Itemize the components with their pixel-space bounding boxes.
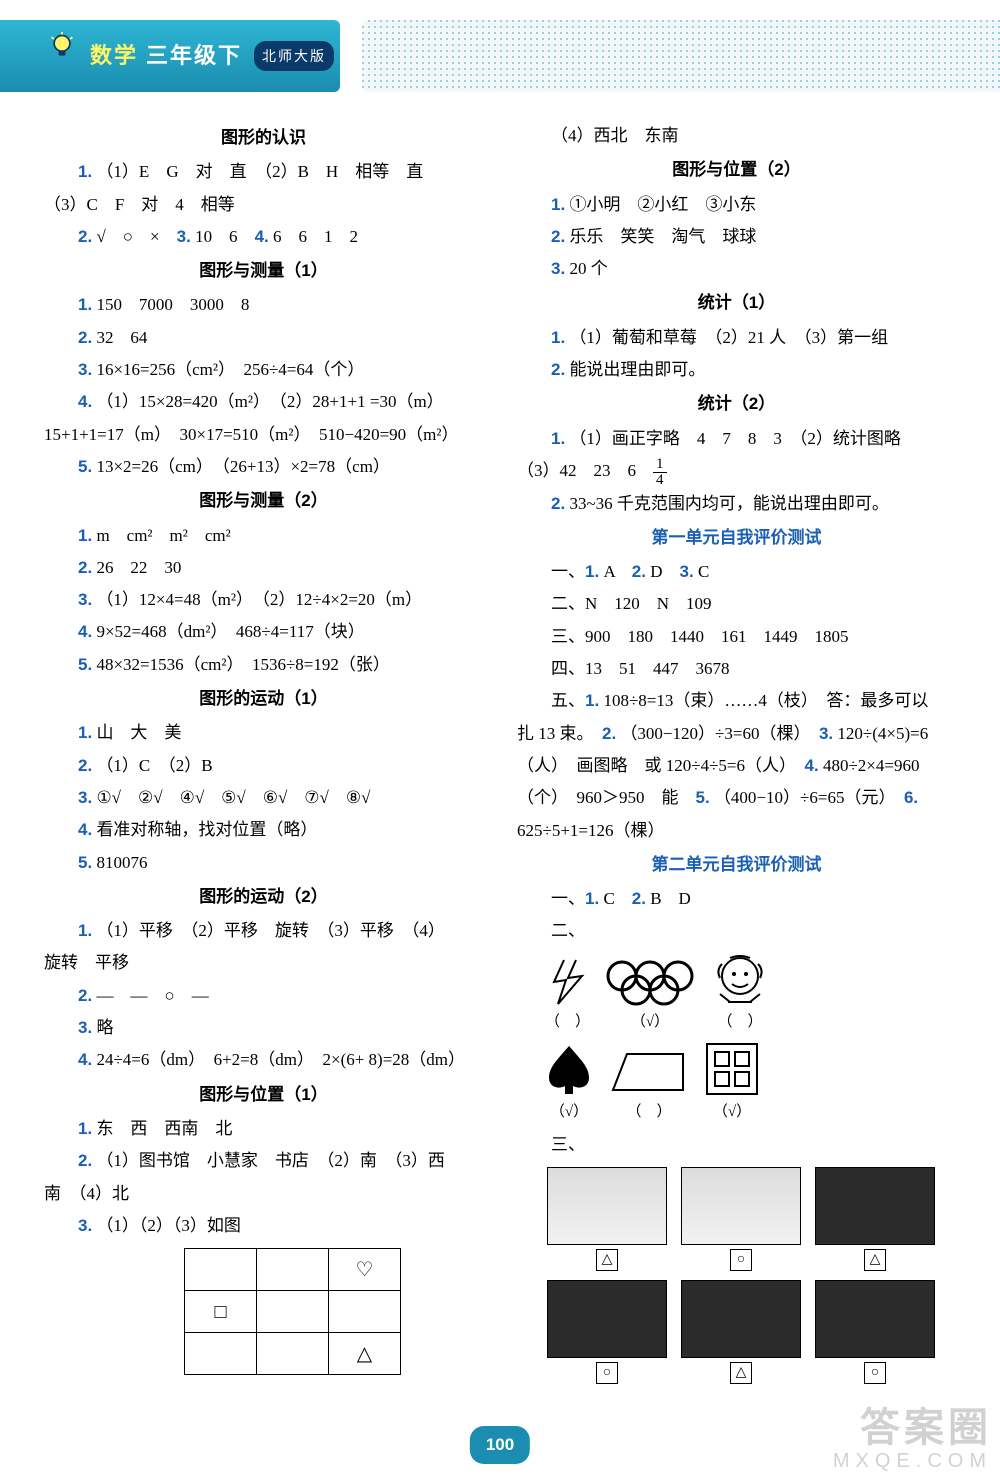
answer-line: 1. 山 大 美 [44, 717, 483, 749]
answer-line: 5. 48×32=1536（cm²） 1536÷8=192（张） [44, 649, 483, 681]
lightbulb-icon [48, 32, 76, 60]
answer-line: 4. 9×52=468（dm²） 468÷4=117（块） [44, 616, 483, 648]
section-title: 图形与测量（2） [44, 485, 483, 517]
window-thumb: △ [547, 1167, 667, 1274]
trapezoid-icon: （ ） [607, 1048, 691, 1127]
lion-icon: （ ） [710, 954, 770, 1037]
answer-line: 五、1. [990, 152, 1000, 184]
answer-line: 2. （1）图书馆 小慧家 书店 （2）南 （3）西 [44, 1145, 483, 1177]
thumbnail-row: ○ △ ○ [547, 1280, 956, 1387]
pattern-square-icon: （√） [705, 1042, 759, 1127]
section-title: 图形的运动（2） [44, 881, 483, 913]
answer-line: （个） 960＞950 能 5. （400−10）÷6=65（元） 6. [517, 782, 956, 814]
answer-line: 三、 [517, 1129, 956, 1161]
header-dot-pattern [362, 20, 1000, 92]
answer-line: 2. （1）C （2）B [44, 750, 483, 782]
answer-line: （3）C F 对 4 相等 [44, 189, 483, 221]
answer-line: 1. 150 7000 3000 8 [44, 289, 483, 321]
answer-line: 2. √ ○ × 3. 10 6 4. 6 6 1 2 [44, 221, 483, 253]
answer-line: 2. 能说出理由即可。 [517, 354, 956, 386]
page-body: 图形的认识 1. （1）E G 对 直 （2）B H 相等 直 （3）C F 对… [0, 120, 1000, 1450]
section-title: 图形与测量（1） [44, 255, 483, 287]
header-banner: 数学 三年级下 北师大版 [0, 20, 340, 92]
answer-line: 三、900 180 1440 161 1449 1805 [517, 621, 956, 653]
answer-line: 1. （1）E G 对 直 （2）B H 相等 直 [44, 156, 483, 188]
page-number: 100 [470, 1426, 530, 1464]
answer-line: 4. 看准对称轴，找对位置（略） [44, 814, 483, 846]
edition-badge: 北师大版 [254, 41, 334, 72]
symmetry-icons-row: （√） （ ） （√） [545, 1042, 956, 1127]
answer-line: 二、 [517, 915, 956, 947]
answer-line: 一、1. A 2. D 3. C [517, 556, 956, 588]
section-title: 统计（2） [517, 388, 956, 420]
answer-line: 3. 略 [44, 1012, 483, 1044]
thumbnail-row: △ ○ △ [547, 1167, 956, 1274]
answer-line: 1. （1）画正字略 4 7 8 3 （2）统计图略 [517, 423, 956, 455]
answer-line: 3. ①√ ②√ ④√ ⑤√ ⑥√ ⑦√ ⑧√ [44, 782, 483, 814]
answer-line: 1. （1）平移 （2）平移 旋转 （3）平移 （4） [44, 915, 483, 947]
unit-test-title: 第二单元自我评价测试 [517, 849, 956, 881]
position-grid: ♡ □ △ [44, 1248, 483, 1375]
answer-line: 旋转 平移 [44, 947, 483, 979]
answer-line: 2. 乐乐 笑笑 淘气 球球 [517, 221, 956, 253]
section-title: 图形与位置（1） [44, 1079, 483, 1111]
answer-line: 3. （1）12×4=48（m²） （2）12÷4×2=20（m） [44, 584, 483, 616]
answer-line: 5. 13×2=26（cm） （26+13）×2=78（cm） [44, 451, 483, 483]
section-title: 统计（1） [517, 287, 956, 319]
watermark: 答案圈 MXQE.COM [833, 1406, 992, 1472]
answer-line: 2. — — ○ — [44, 980, 483, 1012]
answer-line: 南 （4）北 [44, 1178, 483, 1210]
answer-line: （人） 画图略 或 120÷4÷5=6（人） 4. 480÷2×4=960 [517, 750, 956, 782]
answer-line: 1. （1）葡萄和草莓 （2）21 人 （3）第一组 [517, 322, 956, 354]
dark-thumb-2: △ [681, 1280, 801, 1387]
section-title: 图形的认识 [44, 122, 483, 154]
answer-line: 二、N 120 N 109 [517, 588, 956, 620]
answer-line: 3. 20 个 [517, 253, 956, 285]
spade-icon: （√） [545, 1044, 593, 1127]
people-thumb: ○ [681, 1167, 801, 1274]
lightning-icon: （ ） [545, 958, 590, 1037]
answer-line: 15+1+1=17（m） 30×17=510（m²） 510−420=90（m²… [44, 419, 483, 451]
answer-line: （3）42 23 6 14 [517, 455, 956, 488]
section-title: 图形的运动（1） [44, 683, 483, 715]
answer-line: 2. 32 64 [44, 322, 483, 354]
answer-line: 四、13 51 447 3678 [517, 653, 956, 685]
subject-label: 数学 [90, 35, 138, 77]
dark-thumb-1: ○ [547, 1280, 667, 1387]
fraction: 14 [653, 457, 667, 488]
answer-line: 1. ①小明 ②小红 ③小东 [517, 189, 956, 221]
answer-line: 扎 13 束。 2. （300−120）÷3=60（棵） 3. 120÷(4×5… [517, 718, 956, 750]
grade-label: 三年级下 [146, 35, 242, 77]
answer-line: 四、1. 上 2 2. 左 4 3. 右 6 [990, 120, 1000, 152]
answer-line: 1. m cm² m² cm² [44, 520, 483, 552]
answer-line: 五、1. 108÷8=13（束）……4（枝） 答：最多可以 [517, 685, 956, 717]
section-title: 图形与位置（2） [517, 154, 956, 186]
answer-line: 3. （1）（2）（3）如图 [44, 1210, 483, 1242]
answer-line: （4）西北 东南 [517, 120, 956, 152]
answer-line: 625÷5+1=126（棵） [517, 815, 956, 847]
answer-line: 4. 24÷4=6（dm） 6+2=8（dm） 2×(6+ 8)=28（dm） [44, 1044, 483, 1076]
symmetry-icons-row: （ ） （√） （ ） [545, 954, 956, 1037]
answer-line: 5. 810076 [44, 847, 483, 879]
answer-line: 3. 16×16=256（cm²） 256÷4=64（个） [44, 354, 483, 386]
answer-line: 1. 东 西 西南 北 [44, 1113, 483, 1145]
answer-line: 4. （1）15×28=420（m²） （2）28+1+1 =30（m） [44, 386, 483, 418]
unit-test-title: 第一单元自我评价测试 [517, 522, 956, 554]
train-thumb: △ [815, 1167, 935, 1274]
olympic-rings-icon: （√） [604, 958, 696, 1037]
answer-line: 2. 26 22 30 [44, 552, 483, 584]
burger-thumb: ○ [815, 1280, 935, 1387]
answer-line: 一、1. C 2. B D [517, 883, 956, 915]
page-header: 数学 三年级下 北师大版 [0, 20, 1000, 102]
answer-line: 2. 33~36 千克范围内均可，能说出理由即可。 [517, 488, 956, 520]
